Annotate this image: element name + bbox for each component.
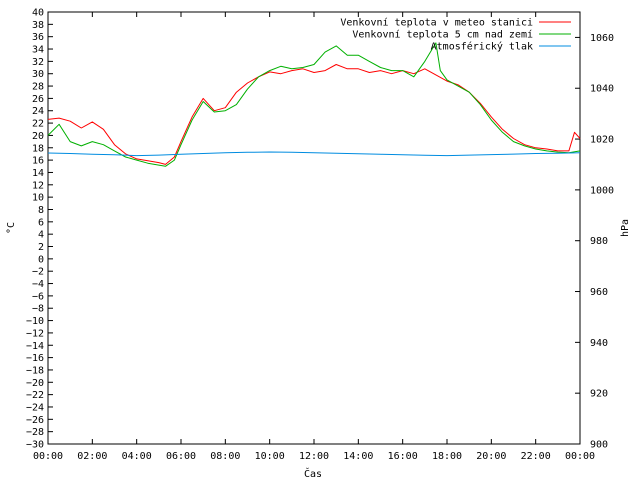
y-left-tick-label: −24 [26,402,44,413]
x-tick-label: 22:00 [521,451,551,462]
y-left-tick-label: 26 [32,94,44,105]
y-right-tick-label: 920 [590,389,608,400]
y-left-tick-label: −2 [32,267,44,278]
y-left-axis: 4038363432302826242220181614121086420−2−… [26,8,53,451]
y-left-tick-label: −6 [32,291,44,302]
y-left-tick-label: −28 [26,427,44,438]
y-left-tick-label: 38 [32,20,44,31]
y-left-tick-label: 12 [32,180,44,191]
plot-frame [47,11,581,445]
y-right-tick-label: 980 [590,236,608,247]
legend-label-1: Venkovní teplota v meteo stanici [340,17,533,29]
y-right-axis-label: hPa [620,219,631,237]
y-left-tick-label: −22 [26,390,44,401]
x-axis: 00:00 02:00 04:00 06:00 08:00 10:00 12:00 14:00… [33,12,595,462]
y-left-tick-label: 14 [32,168,44,179]
x-tick-label: 00:00 [565,451,595,462]
y-right-tick-label: 960 [590,287,608,298]
x-tick-label: 06:00 [166,451,196,462]
x-tick-label: 04:00 [122,451,152,462]
x-tick-label: 08:00 [210,451,240,462]
y-left-tick-label: 28 [32,82,44,93]
y-left-tick-label: −10 [26,316,44,327]
plot-border [47,11,581,445]
y-left-tick-label: 18 [32,143,44,154]
legend-label-3: Atmosférický tlak [431,41,533,53]
x-tick-label: 20:00 [476,451,506,462]
x-tick-label: 00:00 [33,451,63,462]
y-left-tick-label: −26 [26,415,44,426]
y-left-tick-label: −14 [26,341,44,352]
y-left-tick-label: −30 [26,440,44,451]
y-left-tick-label: −18 [26,365,44,376]
x-axis-label: Čas [304,467,322,480]
y-right-tick-label: 940 [590,338,608,349]
y-left-tick-label: 8 [38,205,44,216]
y-left-tick-label: 32 [32,57,44,68]
y-right-tick-label: 1040 [590,84,614,95]
y-left-tick-label: 4 [38,230,44,241]
series-line-3 [47,151,581,157]
y-left-tick-label: 22 [32,119,44,130]
y-left-tick-label: −8 [32,304,44,315]
x-tick-label: 02:00 [77,451,107,462]
y-left-tick-label: −4 [32,279,44,290]
x-tick-label: 18:00 [432,451,462,462]
y-left-tick-label: 0 [38,254,44,265]
y-right-axis: 1060 1040 1020 1000 980 960 940 920 900 [575,33,614,451]
series-lines [47,42,581,167]
series-line-2 [47,42,581,167]
y-left-tick-label: −12 [26,328,44,339]
legend-label-2: Venkovní teplota 5 cm nad zemí [352,29,533,41]
y-left-tick-label: −16 [26,353,44,364]
y-left-tick-label: −20 [26,378,44,389]
y-left-tick-label: 20 [32,131,44,142]
series-line-1 [47,64,581,165]
y-left-tick-label: 36 [32,32,44,43]
x-tick-label: 12:00 [299,451,329,462]
y-left-tick-label: 10 [32,193,44,204]
legend: Venkovní teplota v meteo staniciVenkovní… [340,17,571,53]
y-left-tick-label: 40 [32,8,44,19]
y-left-axis-label: °C [6,222,17,234]
y-left-tick-label: 24 [32,106,44,117]
y-left-tick-label: 2 [38,242,44,253]
y-right-tick-label: 1000 [590,185,614,196]
y-left-tick-label: 34 [32,45,44,56]
y-left-tick-label: 16 [32,156,44,167]
y-right-tick-label: 1020 [590,135,614,146]
x-tick-label: 16:00 [388,451,418,462]
x-tick-label: 10:00 [255,451,285,462]
x-tick-label: 14:00 [343,451,373,462]
y-right-tick-label: 1060 [590,33,614,44]
y-right-tick-label: 900 [590,440,608,451]
y-left-tick-label: 30 [32,69,44,80]
y-left-tick-label: 6 [38,217,44,228]
